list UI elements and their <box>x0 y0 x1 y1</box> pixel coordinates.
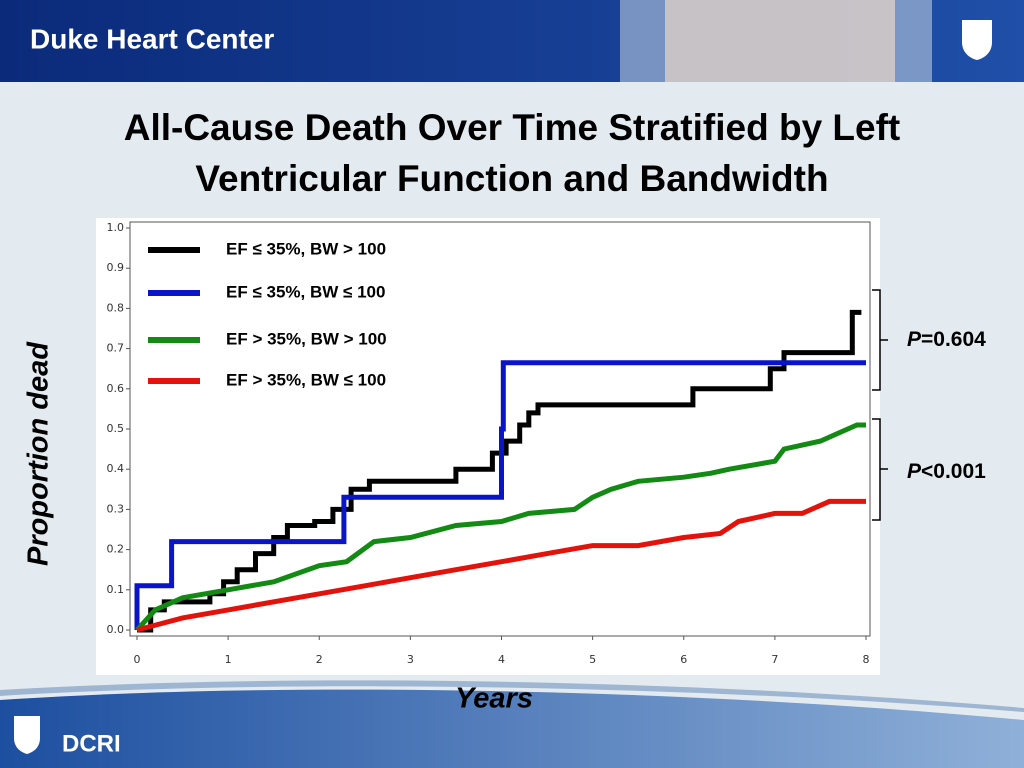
duke-shield <box>962 20 992 60</box>
x-tick-label: 6 <box>680 653 687 666</box>
x-tick-label: 3 <box>407 653 414 666</box>
series-line <box>137 309 862 633</box>
x-tick-label: 0 <box>134 653 141 666</box>
p-value: P<0.001 <box>907 460 986 483</box>
x-tick-label: 1 <box>225 653 232 666</box>
x-tick-label: 7 <box>771 653 778 666</box>
x-tick-label: 4 <box>498 653 505 666</box>
legend-label: EF > 35%, BW > 100 <box>226 329 387 348</box>
y-tick-label: 0.4 <box>107 462 125 475</box>
legend-label: EF ≤ 35%, BW > 100 <box>226 239 386 258</box>
y-tick-label: 0.0 <box>107 623 125 636</box>
legend-label: EF > 35%, BW ≤ 100 <box>226 370 386 389</box>
footer-label: DCRI <box>62 730 121 757</box>
header-title: Duke Heart Center <box>30 23 274 54</box>
plot-panel <box>96 218 880 675</box>
footer-swoosh <box>0 689 1024 768</box>
y-tick-label: 0.6 <box>107 382 125 395</box>
y-tick-label: 0.8 <box>107 301 125 314</box>
y-tick-label: 0.3 <box>107 502 125 515</box>
legend-label: EF ≤ 35%, BW ≤ 100 <box>226 282 385 301</box>
y-tick-label: 0.9 <box>107 261 125 274</box>
y-tick-label: 0.7 <box>107 342 125 355</box>
footer-stripe <box>0 680 1024 712</box>
chart-title: All-Cause Death Over Time Stratified by … <box>123 107 901 199</box>
x-axis-label: Years <box>455 683 533 715</box>
x-tick-label: 5 <box>589 653 596 666</box>
bracket <box>872 289 888 391</box>
y-axis-label: Proportion dead <box>23 341 55 566</box>
series-line <box>135 422 866 632</box>
series-line <box>134 360 866 630</box>
p-value: P=0.604 <box>907 328 986 351</box>
header-photo-detail <box>665 0 895 82</box>
series-line <box>136 498 866 633</box>
bracket <box>872 418 888 521</box>
y-tick-label: 0.2 <box>107 543 125 556</box>
y-tick-label: 1.0 <box>107 221 125 234</box>
dcri-shield <box>14 716 40 754</box>
x-tick-label: 2 <box>316 653 323 666</box>
y-tick-label: 0.5 <box>107 422 125 435</box>
x-tick-label: 8 <box>863 653 870 666</box>
y-tick-label: 0.1 <box>107 583 125 596</box>
